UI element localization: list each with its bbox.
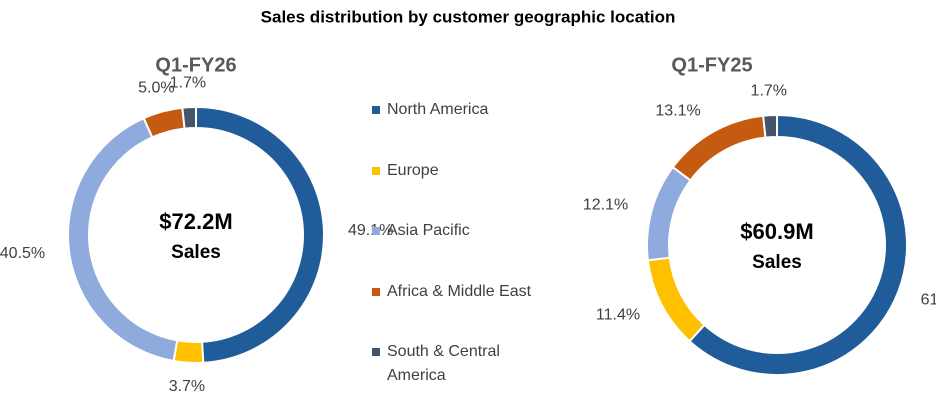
legend-item: South & Central America (372, 340, 562, 388)
legend-swatch (372, 287, 380, 296)
data-label: 61.8% (921, 292, 936, 309)
legend-swatch (372, 166, 380, 175)
legend-item: North America (372, 98, 562, 122)
center-label: Sales (171, 242, 221, 263)
center-value: $72.2M (159, 209, 232, 234)
data-label: 1.7% (170, 74, 206, 91)
legend-label: Africa & Middle East (387, 282, 532, 300)
data-label: 11.4% (596, 307, 640, 324)
legend-label: South & Central America (387, 343, 500, 384)
donut-slice (646, 256, 706, 343)
page-title: Sales distribution by customer geographi… (261, 7, 676, 26)
legend-label: Europe (387, 161, 439, 179)
legend-swatch (372, 348, 380, 356)
data-label: 1.7% (751, 82, 787, 99)
data-label: 40.5% (0, 245, 45, 262)
data-label: 49.1% (348, 222, 393, 239)
legend-item: Asia Pacific (372, 219, 562, 243)
data-label: 3.7% (169, 378, 205, 395)
donut-slice (195, 105, 325, 364)
chart-subtitle: Q1-FY26 (155, 54, 236, 76)
donut-slice (688, 113, 908, 376)
legend-swatch (372, 227, 380, 235)
data-label: 5.0% (138, 79, 174, 96)
legend-label: Asia Pacific (387, 222, 470, 239)
center-label: Sales (752, 252, 802, 273)
donut-slice (67, 116, 179, 363)
donut-slice (142, 106, 186, 139)
donut-slice (762, 113, 778, 139)
data-label: 13.1% (655, 102, 700, 119)
donut-slice (172, 339, 205, 364)
legend-item: Africa & Middle East (372, 280, 562, 304)
donut-slice (181, 105, 197, 130)
legend-label: North America (387, 101, 489, 118)
donut-slice (646, 165, 692, 262)
data-label: 12.1% (583, 196, 628, 213)
legend-item: Europe (372, 159, 562, 183)
chart-subtitle: Q1-FY25 (671, 54, 752, 76)
legend-swatch (372, 106, 380, 114)
center-value: $60.9M (740, 219, 813, 244)
donut-slice (671, 114, 767, 182)
